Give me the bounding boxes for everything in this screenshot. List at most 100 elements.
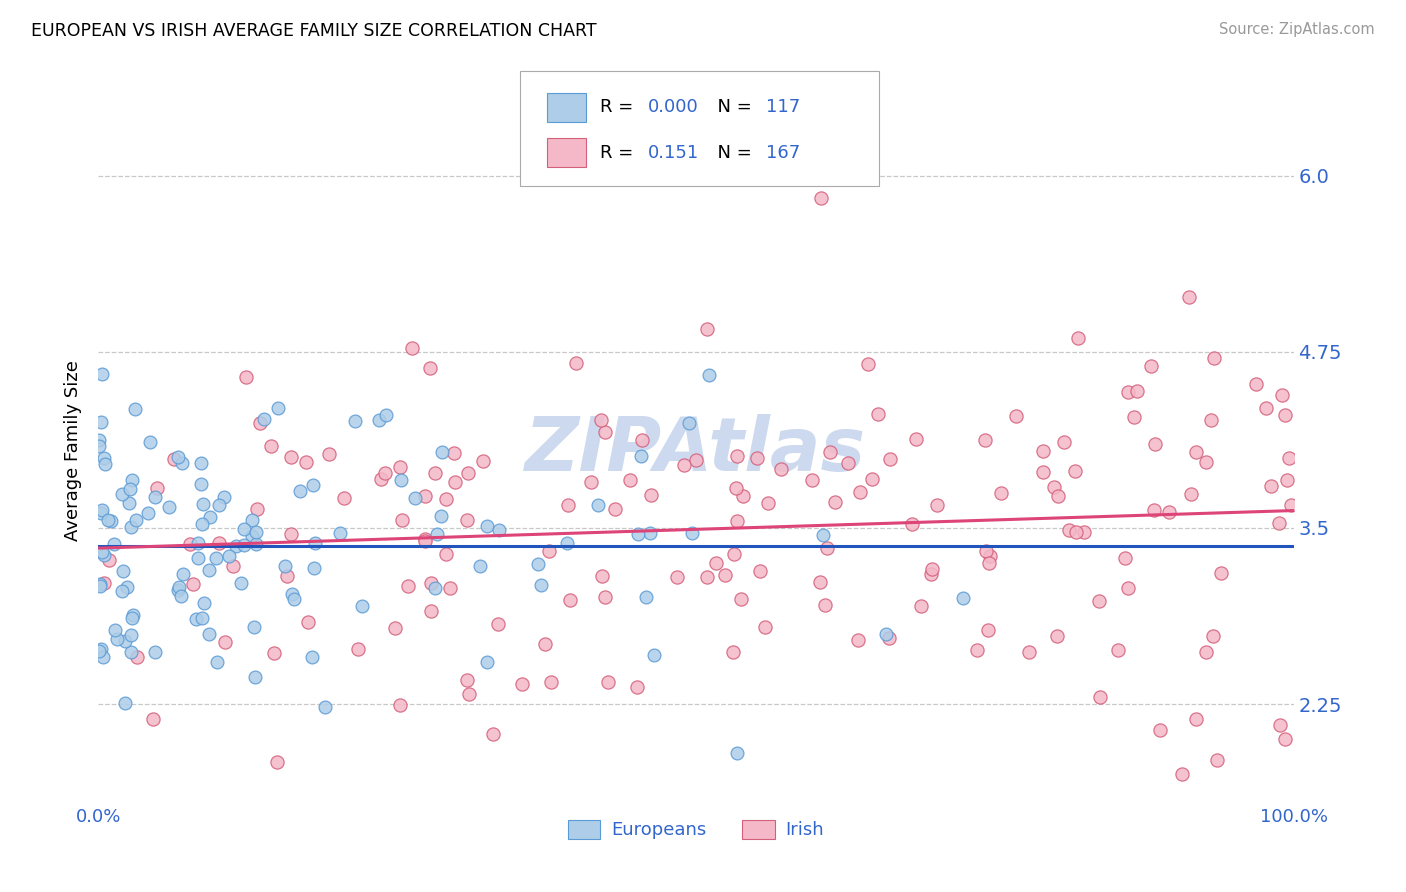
Point [235,370,257,384]
Point [977,556,1000,570]
Point [1211,566,1233,580]
Point [208,498,231,512]
Point [89,579,111,593]
Point [413,533,436,547]
Point [1199,412,1222,426]
Point [125,513,148,527]
Point [425,581,447,595]
Point [1171,767,1194,781]
Point [1053,434,1076,449]
Point [678,416,700,430]
Point [314,700,336,714]
Point [198,627,221,641]
Point [510,677,533,691]
Point [389,460,412,475]
Point [90,641,112,656]
Point [193,497,215,511]
Point [118,496,141,510]
Point [1271,387,1294,401]
Point [413,490,436,504]
Point [725,514,748,528]
Point [1114,551,1136,566]
Point [249,417,271,431]
Point [593,425,616,439]
Point [391,513,413,527]
Point [527,557,550,571]
Point [443,446,465,460]
Point [167,583,190,598]
Point [1122,409,1144,424]
Point [1275,474,1298,488]
Point [1116,385,1139,400]
Point [281,587,304,601]
Point [1184,445,1206,459]
Point [1206,753,1229,767]
Point [273,559,295,574]
Point [1195,455,1218,469]
Point [111,487,134,501]
Point [347,642,370,657]
Point [973,433,995,447]
Point [1274,732,1296,747]
Point [714,567,737,582]
Point [468,558,491,573]
Point [374,409,396,423]
Point [191,517,214,532]
Point [634,590,657,604]
Point [146,481,169,495]
Point [813,598,835,612]
Point [866,407,889,421]
Point [603,502,626,516]
Point [432,445,454,459]
Point [91,650,114,665]
Point [457,466,479,480]
Point [384,621,406,635]
Point [756,496,779,510]
Point [1088,690,1111,704]
Point [456,673,478,688]
Point [246,502,269,516]
Text: 167: 167 [766,144,800,161]
Point [114,634,136,648]
Point [977,623,1000,637]
Text: 0.000: 0.000 [648,98,699,116]
Point [243,670,266,684]
Point [105,632,128,647]
Point [229,576,252,591]
Point [352,599,374,614]
Point [197,563,219,577]
Point [725,746,748,760]
Point [696,570,718,584]
Point [89,439,111,453]
Point [540,675,562,690]
Point [94,457,117,471]
Point [640,488,662,502]
Point [93,450,115,465]
Point [643,648,665,662]
Point [910,599,932,613]
Point [169,589,191,603]
Point [97,513,120,527]
Point [193,596,215,610]
Point [1005,409,1028,423]
Point [301,650,323,665]
Point [754,620,776,634]
Point [1260,478,1282,492]
Point [89,643,111,657]
Point [114,697,136,711]
Point [1143,503,1166,517]
Point [218,549,240,564]
Point [1045,629,1067,643]
Point [591,413,613,427]
Point [253,412,276,426]
Point [475,655,498,669]
Point [697,368,720,383]
Point [626,680,648,694]
Point [259,439,281,453]
Point [214,635,236,649]
Point [100,514,122,528]
Point [1204,351,1226,365]
Point [486,617,509,632]
Point [808,575,831,590]
Y-axis label: Average Family Size: Average Family Size [65,360,83,541]
